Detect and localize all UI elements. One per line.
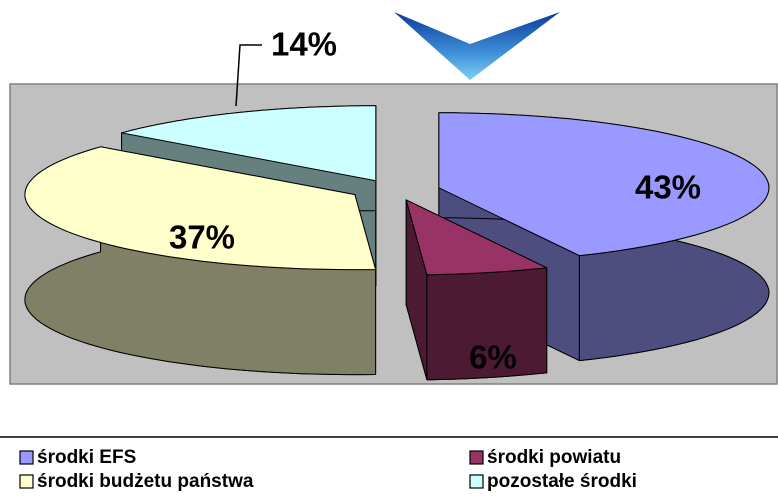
legend-label: środki powiatu <box>487 447 621 468</box>
slice <box>121 105 377 182</box>
arrow <box>394 12 560 80</box>
slice <box>438 112 770 257</box>
legend: środki EFS środki powiatu środki budżetu p… <box>19 447 637 492</box>
legend-swatch <box>19 474 34 489</box>
legend-swatch <box>469 474 484 489</box>
legend-swatch <box>19 450 34 465</box>
legend-label: środki budżetu państwa <box>37 471 254 492</box>
data-label: 43% <box>635 169 701 206</box>
legend-label: środki EFS <box>37 447 136 468</box>
data-label: 14% <box>271 26 337 63</box>
slice <box>24 146 377 271</box>
legend-swatch <box>469 450 484 465</box>
pie <box>24 105 770 381</box>
data-label: 6% <box>469 339 517 376</box>
legend-label: pozostałe środki <box>487 471 637 492</box>
leader-line <box>235 44 262 107</box>
slice <box>405 199 548 276</box>
data-label: 37% <box>169 219 235 256</box>
